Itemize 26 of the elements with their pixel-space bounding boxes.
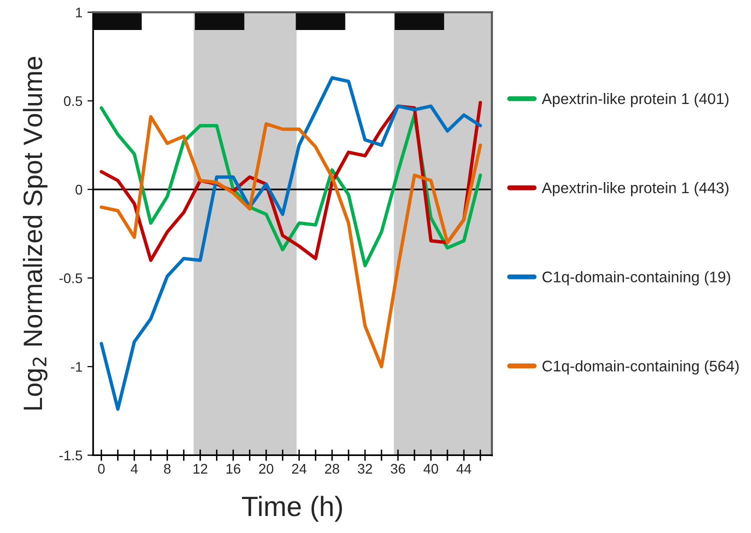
line-series bbox=[100, 76, 482, 411]
legend-label: C1q-domain-containing (564) bbox=[542, 360, 739, 374]
legend-label: Apextrin-like protein 1 (401) bbox=[542, 92, 728, 108]
y-tick-label: -1.5 bbox=[59, 450, 82, 460]
y-tick-label: 0.5 bbox=[64, 96, 82, 106]
x-tick-label: 12 bbox=[194, 464, 208, 474]
y-tick-label: 1 bbox=[76, 8, 82, 18]
x-tick-label: 24 bbox=[292, 464, 306, 474]
x-tick-label: 40 bbox=[424, 464, 438, 474]
y-axis-title: Log$_{2}$ Normalized Spot Volume bbox=[22, 56, 48, 410]
x-tick-label: 28 bbox=[325, 464, 340, 474]
x-tick-label: 36 bbox=[390, 464, 406, 474]
y-tick-label: 0 bbox=[76, 184, 82, 195]
x-tick-label: 4 bbox=[130, 464, 138, 474]
x-tick-label: 0 bbox=[98, 464, 105, 474]
y-tick-label: -1 bbox=[70, 362, 82, 372]
line-series bbox=[100, 115, 482, 368]
x-tick-label: 8 bbox=[164, 464, 171, 474]
x-tick-label: 32 bbox=[358, 464, 372, 474]
y-tick-label: -0.5 bbox=[59, 273, 82, 284]
x-tick-label: 16 bbox=[226, 464, 240, 474]
legend-label: Apextrin-like protein 1 (443) bbox=[542, 182, 728, 196]
x-tick-label: 44 bbox=[456, 464, 472, 474]
x-tick-label: 20 bbox=[259, 464, 274, 474]
legend-label: C1q-domain-containing (19) bbox=[542, 271, 730, 286]
x-axis-title: Time (h) bbox=[242, 496, 342, 522]
